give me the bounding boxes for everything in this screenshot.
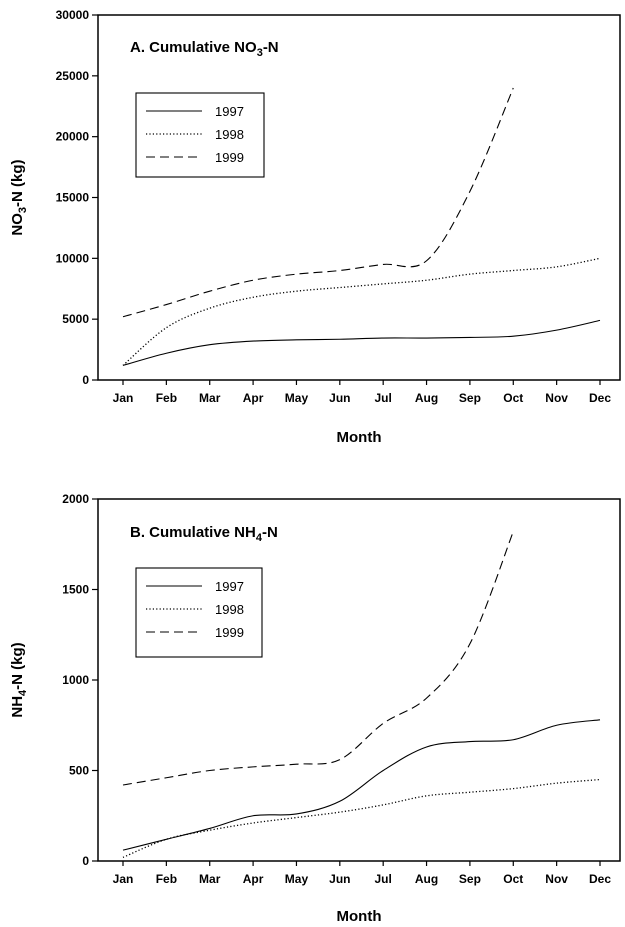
x-tick-label: Sep <box>459 872 481 886</box>
series-line-1997 <box>122 719 601 851</box>
panel-a-plot-frame <box>97 14 621 381</box>
y-tick-label: 1000 <box>62 673 89 687</box>
x-tick-label: Apr <box>243 872 264 886</box>
panel-b-x-axis-label: Month <box>337 908 382 925</box>
x-tick-label: Sep <box>459 391 481 405</box>
x-tick-label: Aug <box>415 872 438 886</box>
panel-b-legend: 1997 1998 1999 <box>135 567 263 658</box>
x-tick-label: Jan <box>113 391 134 405</box>
y-tick-label: 30000 <box>56 8 90 22</box>
series-line-1999 <box>122 87 514 318</box>
panel-a-chart: 0 5000 10000 15000 20000 25000 30000 Jan Feb Mar… <box>9 8 621 446</box>
panel-a-x-axis-label: Month <box>337 429 382 446</box>
legend-label: 1999 <box>215 625 244 640</box>
x-tick-label: Feb <box>156 872 177 886</box>
series-line-1998 <box>122 778 601 858</box>
panel-a-title: A. Cumulative NO3-N <box>130 39 279 59</box>
panel-a-x-ticks: Jan Feb Mar Apr May Jun Jul Aug Sep Oct Nov Dec <box>113 380 611 405</box>
y-tick-label: 0 <box>82 854 89 868</box>
x-tick-label: Mar <box>199 391 221 405</box>
legend-label: 1999 <box>215 150 244 165</box>
x-tick-label: May <box>285 872 309 886</box>
panel-b-chart: 0 500 1000 1500 2000 Jan Feb Mar Apr May Jun Jul Au… <box>9 492 621 925</box>
x-tick-label: Jun <box>329 872 350 886</box>
x-tick-label: Aug <box>415 391 438 405</box>
panel-b-series <box>122 531 601 858</box>
x-tick-label: Jul <box>375 391 392 405</box>
x-tick-label: Jul <box>375 872 392 886</box>
x-tick-label: Oct <box>503 391 523 405</box>
series-line-1998 <box>122 257 601 366</box>
legend-label: 1997 <box>215 579 244 594</box>
y-tick-label: 2000 <box>62 492 89 506</box>
panel-b-x-ticks: Jan Feb Mar Apr May Jun Jul Aug Sep Oct Nov Dec <box>113 861 611 886</box>
x-tick-label: Jan <box>113 872 134 886</box>
y-tick-label: 0 <box>82 373 89 387</box>
series-line-1999 <box>122 531 514 786</box>
x-tick-label: Feb <box>156 391 177 405</box>
y-tick-label: 25000 <box>56 69 90 83</box>
panel-a-y-axis-label: NO3-N (kg) <box>9 159 29 235</box>
panel-b-title: B. Cumulative NH4-N <box>130 524 278 544</box>
y-tick-label: 500 <box>69 764 89 778</box>
x-tick-label: Dec <box>589 391 611 405</box>
x-tick-label: May <box>285 391 309 405</box>
series-line-1997 <box>122 319 601 366</box>
y-tick-label: 1500 <box>62 583 89 597</box>
x-tick-label: Jun <box>329 391 350 405</box>
panel-b-y-ticks: 0 500 1000 1500 2000 <box>62 492 98 868</box>
panel-b-y-axis-label: NH4-N (kg) <box>9 642 29 717</box>
legend-label: 1997 <box>215 104 244 119</box>
y-tick-label: 20000 <box>56 130 90 144</box>
x-tick-label: Oct <box>503 872 523 886</box>
legend-label: 1998 <box>215 127 244 142</box>
panel-a-legend: 1997 1998 1999 <box>135 92 265 178</box>
legend-box <box>135 92 265 178</box>
x-tick-label: Nov <box>545 872 568 886</box>
x-tick-label: Nov <box>545 391 568 405</box>
y-tick-label: 10000 <box>56 251 90 265</box>
y-tick-label: 5000 <box>62 312 89 326</box>
x-tick-label: Mar <box>199 872 221 886</box>
panel-a-series <box>122 87 601 366</box>
x-tick-label: Apr <box>243 391 264 405</box>
panel-b-plot-frame <box>97 498 621 862</box>
panel-a-y-ticks: 0 5000 10000 15000 20000 25000 30000 <box>56 8 98 387</box>
legend-label: 1998 <box>215 602 244 617</box>
legend-box <box>135 567 263 658</box>
x-tick-label: Dec <box>589 872 611 886</box>
y-tick-label: 15000 <box>56 191 90 205</box>
